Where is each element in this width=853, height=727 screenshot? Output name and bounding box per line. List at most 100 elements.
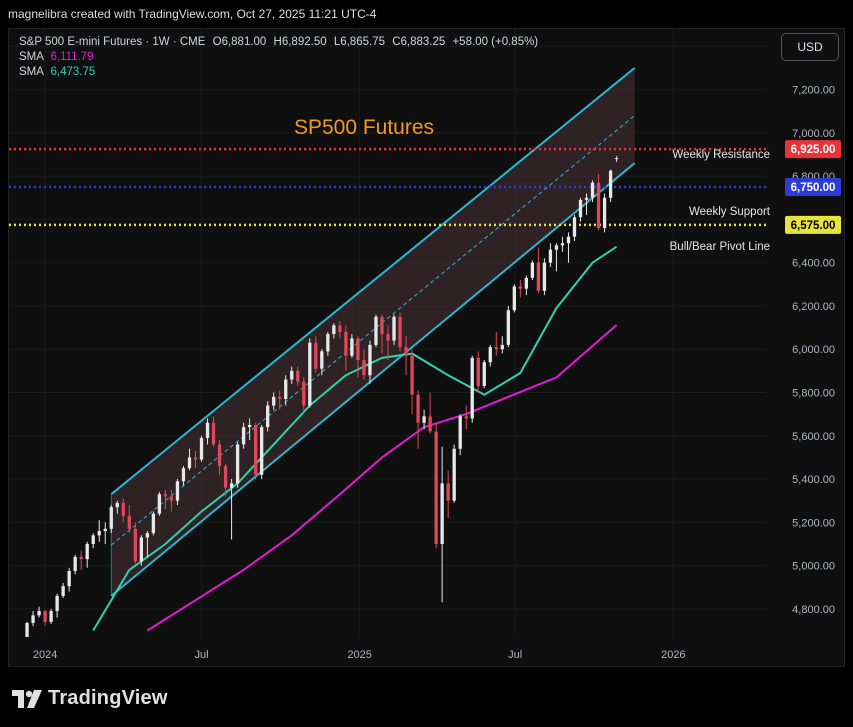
candle bbox=[223, 463, 228, 497]
candle-body bbox=[55, 595, 59, 612]
header-text: magnelibra created with TradingView.com,… bbox=[8, 7, 377, 21]
candle-body bbox=[187, 457, 192, 469]
candle bbox=[548, 243, 553, 268]
chart-panel[interactable]: SP500 Futures Weekly Resistance Weekly Sup… bbox=[8, 28, 845, 667]
candle bbox=[296, 366, 300, 387]
candle-body bbox=[596, 182, 601, 229]
candle-body bbox=[247, 424, 252, 428]
y-tick-label: 6,400.00 bbox=[792, 258, 835, 270]
sma-fast-row[interactable]: SMA 6,473.75 bbox=[19, 65, 538, 80]
y-tick-label: 5,800.00 bbox=[792, 388, 835, 400]
candle-body bbox=[31, 615, 35, 623]
candle-body bbox=[260, 427, 264, 475]
candle bbox=[368, 340, 372, 384]
candle bbox=[145, 530, 150, 557]
candle bbox=[518, 279, 523, 298]
candle-body bbox=[362, 360, 366, 376]
candle bbox=[506, 305, 510, 348]
candle-body bbox=[464, 416, 468, 419]
level-label-2: Bull/Bear Pivot Line bbox=[670, 241, 770, 253]
level-badge-text-2: 6,575.00 bbox=[791, 220, 836, 232]
open-label: O bbox=[212, 36, 222, 48]
candle-body bbox=[470, 357, 474, 419]
candle bbox=[392, 314, 396, 345]
candle-body bbox=[458, 416, 462, 449]
channel-fill bbox=[111, 67, 635, 596]
candle-body bbox=[181, 468, 186, 482]
sma-slow-row[interactable]: SMA 6,111.79 bbox=[19, 50, 538, 65]
candle bbox=[326, 331, 330, 356]
high-value: 6,892.50 bbox=[281, 36, 327, 48]
candle-body bbox=[308, 342, 312, 406]
sma-fast-label: SMA bbox=[19, 66, 44, 78]
candle bbox=[19, 638, 22, 648]
candle bbox=[380, 314, 384, 354]
watermark-header: magnelibra created with TradingView.com,… bbox=[0, 0, 853, 28]
level-badge-1 bbox=[785, 177, 841, 196]
candle bbox=[272, 392, 276, 410]
candle-body bbox=[296, 370, 300, 382]
candle bbox=[37, 606, 41, 618]
chart-title: SP500 Futures bbox=[294, 116, 434, 139]
candle-body bbox=[482, 362, 486, 387]
candle-body bbox=[290, 370, 294, 380]
currency-button[interactable]: USD bbox=[781, 33, 839, 61]
candle bbox=[181, 466, 186, 486]
candle bbox=[500, 336, 504, 354]
candle bbox=[416, 390, 420, 449]
candle bbox=[43, 609, 47, 627]
candle bbox=[482, 360, 486, 389]
candle-body bbox=[506, 310, 510, 345]
x-tick-label: Jul bbox=[194, 649, 208, 661]
tradingview-logo[interactable]: TradingView bbox=[12, 687, 168, 710]
close-label: C bbox=[392, 36, 401, 48]
symbol-name[interactable]: S&P 500 E-mini Futures · 1W · CME bbox=[19, 36, 206, 48]
candle bbox=[127, 505, 131, 534]
candle-body bbox=[350, 338, 354, 356]
candle bbox=[578, 197, 583, 222]
candle bbox=[85, 541, 89, 568]
open-value: 6,881.00 bbox=[221, 36, 267, 48]
y-tick-label: 6,200.00 bbox=[792, 301, 835, 313]
candle bbox=[458, 414, 462, 456]
candle-body bbox=[410, 355, 414, 395]
candle bbox=[428, 392, 432, 434]
footer: TradingView bbox=[0, 667, 853, 727]
candle bbox=[103, 522, 107, 544]
candle-body bbox=[422, 416, 426, 423]
candle-body bbox=[163, 494, 168, 497]
tradingview-brand-text: TradingView bbox=[48, 687, 168, 709]
sma-slow-label: SMA bbox=[19, 51, 44, 63]
candle bbox=[314, 336, 318, 374]
candle bbox=[260, 424, 264, 480]
x-tick-label: 2025 bbox=[347, 649, 371, 661]
candle bbox=[157, 492, 162, 516]
level-badge-text-0: 6,925.00 bbox=[791, 144, 836, 156]
price-chart[interactable]: SP500 Futures Weekly Resistance Weekly Sup… bbox=[9, 29, 845, 667]
candle bbox=[205, 418, 210, 445]
candle-body bbox=[608, 170, 613, 198]
candle-body bbox=[584, 197, 589, 200]
candle bbox=[362, 349, 366, 380]
candle bbox=[614, 156, 619, 162]
candle-body bbox=[25, 622, 29, 637]
candle-body bbox=[302, 381, 306, 406]
candle bbox=[55, 593, 59, 618]
candle-body bbox=[338, 325, 342, 332]
low-value: 6,865.75 bbox=[340, 36, 385, 48]
candle-body bbox=[235, 444, 240, 484]
candle bbox=[320, 349, 324, 376]
candle-body bbox=[217, 444, 222, 467]
candle bbox=[97, 520, 101, 542]
y-tick-label: 5,200.00 bbox=[792, 517, 835, 529]
candle bbox=[115, 500, 119, 514]
candle bbox=[374, 314, 378, 348]
candle bbox=[434, 422, 438, 549]
candle-body bbox=[578, 199, 583, 218]
channel-upper-line bbox=[110, 67, 636, 495]
candle bbox=[494, 331, 498, 356]
candle-body bbox=[614, 158, 619, 160]
candle bbox=[25, 621, 29, 637]
candle bbox=[175, 479, 180, 506]
level-label-0: Weekly Resistance bbox=[672, 149, 770, 161]
